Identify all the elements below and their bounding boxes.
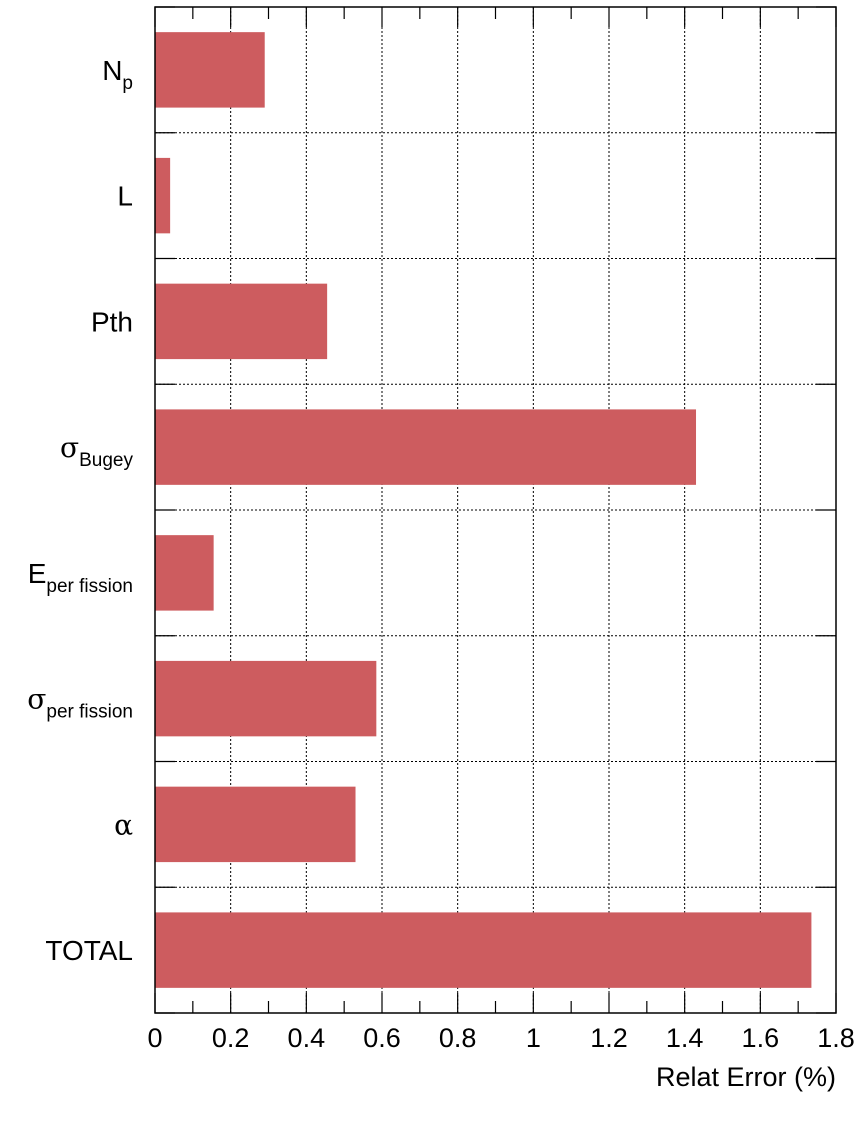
axis-ticks bbox=[154, 6, 837, 1014]
category-label-main: σ bbox=[27, 683, 46, 716]
category-label-main: E bbox=[28, 558, 47, 589]
category-label-main: N bbox=[102, 55, 122, 86]
x-tick-label: 1.2 bbox=[590, 1023, 628, 1053]
category-label: L bbox=[117, 181, 133, 212]
category-label: Np bbox=[102, 55, 133, 94]
bar bbox=[155, 660, 377, 737]
x-tick-labels: 0 0.2 0.4 0.6 0.8 1 1.2 1.4 1.6 1.8 bbox=[147, 1023, 854, 1053]
x-axis-title: Relat Error (%) bbox=[656, 1062, 836, 1092]
bar bbox=[155, 32, 265, 108]
category-label: α bbox=[114, 808, 133, 841]
category-label: σper fission bbox=[27, 683, 133, 723]
category-label: σBugey bbox=[60, 431, 133, 471]
category-label-main: α bbox=[114, 808, 133, 841]
x-tick-label: 0 bbox=[147, 1023, 162, 1053]
bar bbox=[155, 912, 812, 988]
x-tick-label: 1.6 bbox=[742, 1023, 780, 1053]
category-label-subscript: Bugey bbox=[79, 450, 133, 471]
category-label-subscript: per fission bbox=[46, 702, 133, 723]
x-tick-label: 0.6 bbox=[363, 1023, 401, 1053]
x-tick-label: 1.4 bbox=[666, 1023, 704, 1053]
grid bbox=[155, 7, 836, 1013]
bar bbox=[155, 786, 356, 863]
bars bbox=[155, 32, 812, 988]
bar bbox=[155, 409, 697, 485]
category-label-main: TOTAL bbox=[45, 935, 133, 966]
bar bbox=[155, 157, 171, 234]
category-label-main: Pth bbox=[91, 306, 133, 337]
category-label-main: σ bbox=[60, 431, 79, 464]
category-label-main: L bbox=[117, 181, 133, 212]
bar bbox=[155, 283, 328, 360]
x-tick-label: 1 bbox=[526, 1023, 541, 1053]
x-tick-label: 0.4 bbox=[288, 1023, 326, 1053]
x-tick-label: 1.8 bbox=[817, 1023, 855, 1053]
category-label: Pth bbox=[91, 306, 133, 337]
category-label-subscript: p bbox=[122, 73, 133, 94]
bar bbox=[155, 535, 214, 611]
category-label: Eper fission bbox=[28, 558, 133, 597]
category-label-subscript: per fission bbox=[46, 576, 133, 597]
category-label: TOTAL bbox=[45, 935, 133, 966]
x-tick-label: 0.2 bbox=[212, 1023, 250, 1053]
x-tick-label: 0.8 bbox=[439, 1023, 477, 1053]
